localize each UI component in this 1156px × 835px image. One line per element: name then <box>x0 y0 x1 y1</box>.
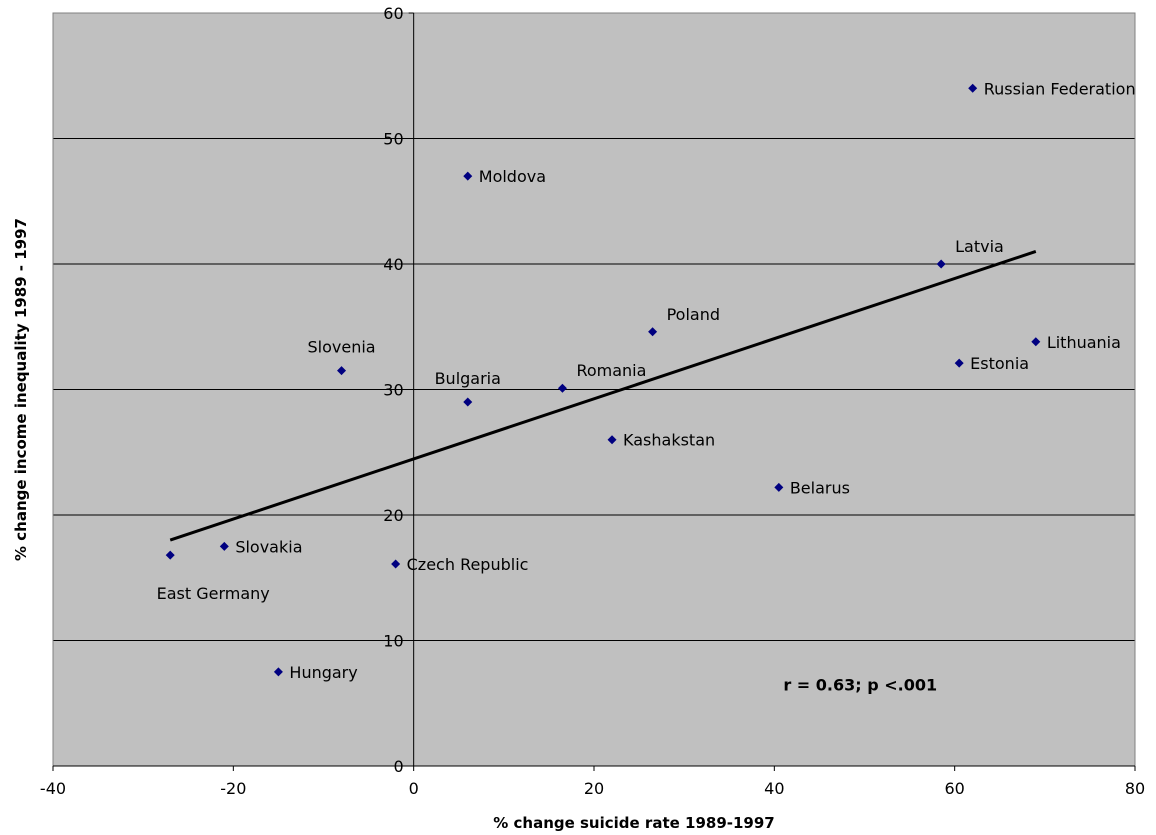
x-tick-label: 40 <box>764 779 784 798</box>
data-point <box>165 550 175 560</box>
y-tick-label: 0 <box>393 757 403 776</box>
x-tick-label: 20 <box>584 779 604 798</box>
x-axis-title: % change suicide rate 1989-1997 <box>493 814 774 832</box>
point-label: Bulgaria <box>435 369 501 388</box>
y-tick-label: 10 <box>383 632 403 651</box>
data-point <box>1031 337 1041 347</box>
data-point <box>954 358 964 368</box>
tick-labels: 0 10 20 30 40 50 60 -40 -20 0 20 40 60 80 <box>40 4 1145 798</box>
data-point <box>607 435 617 445</box>
point-label: Lithuania <box>1047 333 1121 352</box>
data-point <box>219 541 229 551</box>
point-label: Kashakstan <box>623 431 715 450</box>
point-label: Moldova <box>479 167 546 186</box>
point-label: Czech Republic <box>407 555 529 574</box>
point-label: Hungary <box>289 663 357 682</box>
x-tick-label: 80 <box>1125 779 1145 798</box>
y-tick-label: 30 <box>383 381 403 400</box>
point-labels: Russian Federation Moldova Latvia Poland Lit… <box>157 79 1136 682</box>
data-point <box>463 397 473 407</box>
y-axis-title: % change income inequality 1989 - 1997 <box>12 218 30 561</box>
point-label: Latvia <box>955 237 1004 256</box>
x-tick-label: 60 <box>944 779 964 798</box>
point-label: Slovenia <box>307 338 375 357</box>
point-label: Estonia <box>970 354 1029 373</box>
data-point <box>648 327 658 337</box>
axes <box>52 12 1136 771</box>
data-point <box>337 366 347 376</box>
data-point <box>774 482 784 492</box>
point-label: Russian Federation <box>984 79 1136 98</box>
data-point <box>968 83 978 93</box>
x-tick-label: 0 <box>409 779 419 798</box>
data-points <box>165 83 1041 677</box>
y-tick-label: 40 <box>383 255 403 274</box>
data-point <box>936 259 946 269</box>
y-tick-label: 60 <box>383 4 403 23</box>
data-point <box>463 171 473 181</box>
data-point <box>557 383 567 393</box>
correlation-annotation: r = 0.63; p <.001 <box>783 676 937 695</box>
x-tick-label: -20 <box>220 779 246 798</box>
trendline <box>169 250 1037 542</box>
data-point <box>391 559 401 569</box>
data-point <box>273 667 283 677</box>
point-label: East Germany <box>157 584 270 603</box>
point-label: Poland <box>667 305 720 324</box>
point-label: Romania <box>576 361 646 380</box>
point-label: Belarus <box>790 478 850 497</box>
point-label: Slovakia <box>235 537 302 556</box>
y-tick-label: 50 <box>383 130 403 149</box>
x-tick-label: -40 <box>40 779 66 798</box>
y-tick-label: 20 <box>383 506 403 525</box>
